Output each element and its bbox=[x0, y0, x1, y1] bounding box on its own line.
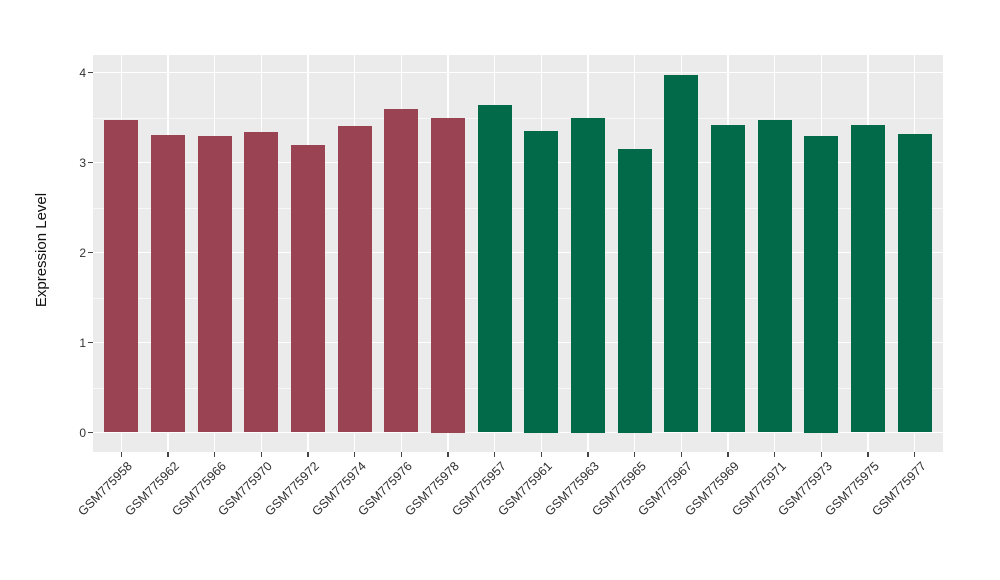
x-tick-mark bbox=[400, 452, 403, 457]
y-tick-mark bbox=[88, 431, 93, 434]
x-tick-mark bbox=[167, 452, 169, 457]
bar-GSM775966 bbox=[197, 136, 232, 433]
bar-GSM775965 bbox=[617, 149, 652, 433]
x-tick-mark bbox=[540, 452, 543, 457]
gridline-major-h bbox=[93, 341, 943, 344]
bar-GSM775978 bbox=[430, 117, 465, 433]
bar-GSM775958 bbox=[104, 120, 139, 433]
gridline-minor-h bbox=[93, 117, 943, 119]
x-tick-mark bbox=[260, 452, 263, 457]
y-tick-label: 4 bbox=[79, 65, 86, 80]
x-tick-mark bbox=[727, 452, 729, 457]
y-tick-label: 2 bbox=[79, 245, 86, 260]
x-tick-mark bbox=[773, 452, 776, 457]
gridline-major-h bbox=[93, 251, 943, 254]
x-tick-mark bbox=[633, 452, 636, 457]
bar-GSM775972 bbox=[290, 145, 325, 433]
x-tick-mark bbox=[307, 452, 309, 457]
y-tick-mark bbox=[88, 71, 93, 74]
x-tick-mark bbox=[213, 452, 216, 457]
x-tick-mark bbox=[867, 452, 869, 457]
bar-GSM775957 bbox=[477, 104, 512, 433]
x-tick-mark bbox=[587, 452, 589, 457]
y-tick-mark bbox=[88, 161, 93, 164]
x-tick-mark bbox=[820, 452, 823, 457]
bar-GSM775974 bbox=[337, 125, 372, 433]
y-tick-label: 0 bbox=[79, 425, 86, 440]
x-tick-mark bbox=[120, 452, 123, 457]
y-tick-mark bbox=[88, 341, 93, 344]
bar-GSM775963 bbox=[571, 117, 605, 433]
bar-GSM775975 bbox=[851, 124, 886, 433]
y-tick-label: 3 bbox=[79, 155, 86, 170]
bar-GSM775967 bbox=[664, 75, 699, 433]
gridline-major-h bbox=[93, 431, 943, 434]
bar-GSM775971 bbox=[757, 120, 792, 433]
bar-GSM775962 bbox=[150, 134, 185, 433]
x-tick-mark bbox=[913, 452, 916, 457]
gridline-minor-h bbox=[93, 297, 943, 299]
x-tick-mark bbox=[680, 452, 683, 457]
x-tick-mark bbox=[353, 452, 356, 457]
plot-panel bbox=[93, 55, 943, 452]
bar-GSM775973 bbox=[804, 135, 839, 433]
gridline-major-h bbox=[93, 71, 943, 74]
x-tick-mark bbox=[493, 452, 496, 457]
y-tick-label: 1 bbox=[79, 335, 86, 350]
gridline-minor-h bbox=[93, 387, 943, 389]
bar-GSM775969 bbox=[711, 124, 746, 433]
bar-GSM775976 bbox=[384, 109, 419, 433]
bar-GSM775970 bbox=[244, 131, 279, 433]
bar-GSM775977 bbox=[897, 133, 932, 433]
bar-GSM775961 bbox=[524, 131, 559, 433]
gridline-minor-h bbox=[93, 207, 943, 209]
gridline-major-h bbox=[93, 161, 943, 164]
y-tick-mark bbox=[88, 251, 93, 254]
x-tick-mark bbox=[447, 452, 449, 457]
